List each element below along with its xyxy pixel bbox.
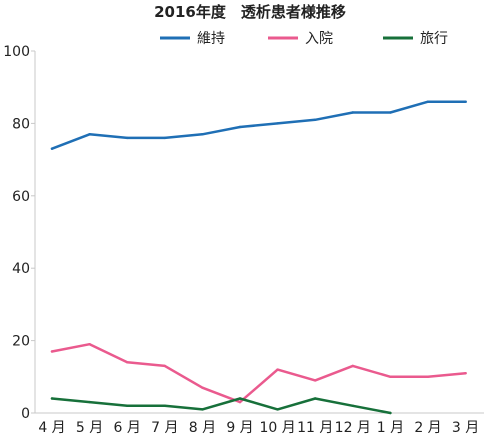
series-1-point [238, 400, 242, 404]
x-tick-label: 10 月 [259, 420, 295, 436]
series-0-point [126, 136, 129, 140]
series-0-point [389, 111, 392, 114]
series-2-point [389, 411, 392, 415]
series-0-point [351, 111, 354, 114]
x-tick-label: 2 月 [414, 420, 441, 436]
series-0-point [464, 100, 467, 103]
x-tick-label: 7 月 [151, 420, 178, 436]
x-tick-label: 8 月 [189, 420, 216, 436]
legend-item-0: 維持 [160, 31, 225, 47]
x-tick-label: 5 月 [76, 420, 103, 436]
series-lines [50, 100, 467, 415]
series-0-point [201, 133, 204, 136]
series-line-1 [50, 342, 467, 404]
legend-label-2: 旅行 [420, 31, 448, 47]
series-1-point [201, 386, 204, 389]
series-2-point [314, 397, 317, 400]
x-tick-label: 9 月 [226, 420, 253, 436]
x-tick-label: 12 月 [335, 420, 371, 436]
series-2-point [201, 408, 204, 411]
series-2-point [351, 404, 354, 407]
y-tick-label: 0 [21, 406, 30, 422]
x-tick-label: 6 月 [114, 420, 141, 436]
series-1-point [351, 364, 354, 368]
series-2-point [276, 408, 279, 411]
x-tick-label: 1 月 [377, 420, 404, 436]
series-line-0 [50, 100, 467, 150]
y-axis-ticks: 0 20 40 60 80 100 [3, 44, 35, 422]
x-axis-ticks: 4 月 5 月 6 月 7 月 8 月 9 月 10 月 11 月 12 月 1 月 2 月 3 月 [38, 420, 479, 436]
y-tick-label: 20 [12, 334, 30, 350]
series-0-point [276, 122, 279, 125]
series-1-point [426, 375, 430, 378]
series-2-point [126, 404, 129, 407]
series-2-point [88, 400, 91, 404]
series-0-point [163, 136, 166, 140]
y-tick-label: 40 [12, 261, 30, 277]
series-0-point [88, 133, 91, 136]
x-tick-label: 4 月 [38, 420, 65, 436]
series-1-point [464, 372, 467, 375]
y-tick-label: 60 [12, 189, 30, 205]
series-0-point [426, 100, 430, 103]
series-1-point [50, 350, 54, 353]
series-1-point [389, 375, 392, 378]
legend-item-2: 旅行 [383, 31, 448, 47]
x-tick-label: 3 月 [452, 420, 479, 436]
legend: 維持 入院 旅行 [160, 31, 448, 47]
series-1-point [88, 343, 91, 346]
series-1-point [276, 368, 279, 371]
y-tick-label: 80 [12, 116, 30, 132]
series-0-point [238, 125, 242, 129]
series-1-point [163, 364, 166, 368]
y-tick-label: 100 [3, 44, 30, 60]
series-1-point [126, 361, 129, 364]
legend-label-0: 維持 [197, 31, 225, 47]
series-1-point [314, 379, 317, 382]
series-0-point [50, 147, 54, 150]
legend-item-1: 入院 [268, 31, 333, 47]
chart-title: 2016年度 透析患者様推移 [154, 3, 346, 21]
series-2-point [163, 404, 166, 407]
x-tick-label: 11 月 [297, 420, 333, 436]
legend-label-1: 入院 [305, 31, 333, 47]
series-0-point [314, 118, 317, 122]
series-line-2 [50, 397, 392, 415]
series-2-point [238, 397, 242, 400]
series-2-point [50, 397, 54, 400]
